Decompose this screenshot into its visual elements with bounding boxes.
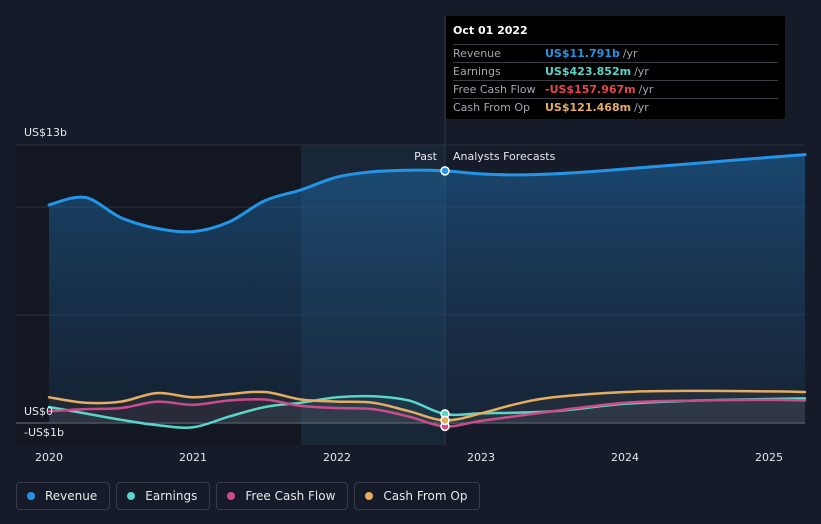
- legend: Revenue Earnings Free Cash Flow Cash Fro…: [16, 482, 481, 510]
- earnings-area: [49, 396, 805, 428]
- y-tick-label: US$13b: [24, 126, 67, 139]
- y-tick-label: -US$1b: [24, 426, 64, 439]
- x-tick-label: 2022: [323, 451, 351, 464]
- x-tick-label: 2024: [611, 451, 639, 464]
- tooltip-label: Free Cash Flow: [453, 83, 536, 96]
- tooltip-value: -US$157.967m: [545, 83, 636, 96]
- tooltip-label: Revenue: [453, 47, 501, 60]
- tooltip: Oct 01 2022 Revenue US$11.791b /yr Earni…: [446, 16, 785, 119]
- x-tick-label: 2021: [179, 451, 207, 464]
- cash-from-op-marker: [440, 415, 450, 426]
- free-cash-flow-area: [49, 399, 805, 427]
- past-label: Past: [414, 150, 438, 163]
- tooltip-unit: /yr: [634, 65, 649, 78]
- tooltip-unit: /yr: [622, 47, 638, 60]
- y-tick-label: US$0: [24, 405, 53, 418]
- cash-from-op-line: [47, 389, 807, 422]
- revenue-marker: [440, 166, 450, 176]
- tooltip-value: US$423.852m: [545, 65, 632, 78]
- free-cash-flow-line: [47, 397, 807, 428]
- legend-label: Earnings: [145, 489, 198, 503]
- tooltip-value: US$121.468m: [545, 101, 632, 114]
- legend-item-free-cash-flow[interactable]: Free Cash Flow: [216, 482, 349, 510]
- x-tick-label: 2020: [35, 451, 63, 464]
- tooltip-label: Earnings: [453, 65, 501, 78]
- tooltip-unit: /yr: [638, 83, 654, 96]
- cash-from-op-dot-icon: [365, 492, 374, 500]
- tooltip-unit: /yr: [634, 101, 649, 114]
- revenue-area: [49, 154, 805, 423]
- revenue-dot-icon: [27, 492, 35, 500]
- legend-label: Free Cash Flow: [245, 489, 336, 503]
- tooltip-value: US$11.791b: [545, 47, 620, 60]
- revenue-line: [47, 153, 807, 234]
- tooltip-row-cash-from-op: Cash From Op US$121.468m /yr: [453, 99, 778, 116]
- tooltip-row-free-cash-flow: Free Cash Flow -US$157.967m /yr: [453, 81, 778, 99]
- x-tick-label: 2023: [467, 451, 495, 464]
- legend-item-earnings[interactable]: Earnings: [116, 482, 211, 510]
- tooltip-date: Oct 01 2022: [453, 24, 778, 45]
- tooltip-row-revenue: Revenue US$11.791b /yr: [453, 45, 778, 63]
- earnings-dot-icon: [127, 492, 136, 500]
- forecast-label: Analysts Forecasts: [453, 150, 556, 163]
- legend-item-cash-from-op[interactable]: Cash From Op: [354, 482, 481, 510]
- legend-item-revenue[interactable]: Revenue: [16, 482, 111, 510]
- legend-label: Revenue: [45, 489, 98, 503]
- free-cash-flow-dot-icon: [227, 492, 236, 500]
- tooltip-row-earnings: Earnings US$423.852m /yr: [453, 63, 778, 81]
- tooltip-label: Cash From Op: [453, 101, 531, 114]
- x-tick-label: 2025: [755, 451, 783, 464]
- legend-label: Cash From Op: [383, 489, 468, 503]
